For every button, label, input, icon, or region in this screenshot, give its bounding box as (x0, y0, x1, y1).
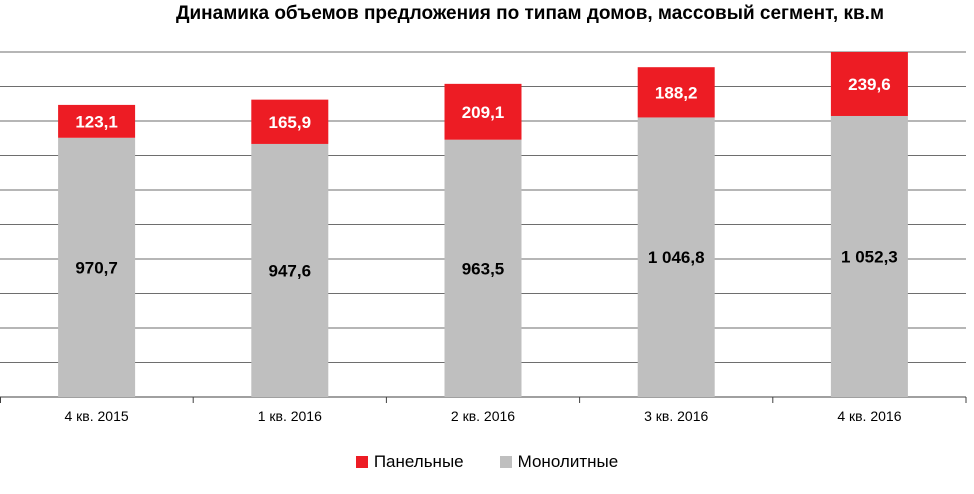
data-label-panel: 209,1 (462, 103, 505, 122)
data-label-monolith: 963,5 (462, 259, 505, 278)
bar-segment-panel (444, 83, 522, 140)
x-tick-label: 1 кв. 2016 (258, 408, 322, 424)
x-tick-label: 3 кв. 2016 (644, 408, 708, 424)
bar-segment-panel (830, 52, 908, 116)
data-label-monolith: 947,6 (269, 261, 312, 280)
x-tick-label: 4 кв. 2016 (837, 408, 901, 424)
legend-item-panel: Панельные (355, 452, 464, 472)
bar-segment-panel (58, 104, 136, 138)
legend-swatch-monolith (499, 456, 512, 468)
legend-label-panel: Панельные (373, 452, 464, 471)
bar-segment-monolith (444, 139, 522, 398)
data-label-panel: 239,6 (848, 75, 891, 94)
data-label-panel: 188,2 (655, 83, 698, 102)
x-tick-label: 2 кв. 2016 (451, 408, 515, 424)
bar-segment-panel (251, 99, 329, 144)
legend-label-monolith: Монолитные (517, 452, 619, 471)
bar-segment-monolith (637, 117, 715, 397)
bar-labels: 970,7 123,1 947,6 165,9 963,5 209,1 1 046,8 188… (75, 75, 897, 280)
data-label-monolith: 970,7 (75, 258, 118, 277)
bar-segment-monolith (58, 137, 136, 397)
legend: Панельные Монолитные (0, 452, 974, 472)
bar-segment-monolith (251, 143, 329, 397)
chart-title: Динамика объемов предложения по типам до… (175, 3, 885, 24)
legend-item-monolith: Монолитные (499, 452, 619, 472)
data-label-panel: 165,9 (269, 113, 312, 132)
data-label-monolith: 1 046,8 (648, 248, 705, 267)
x-tick-label: 4 кв. 2015 (65, 408, 129, 424)
legend-swatch-panel (355, 456, 368, 468)
bar-segment-monolith (830, 115, 908, 397)
bars (58, 52, 908, 398)
x-axis: 4 кв. 2015 1 кв. 2016 2 кв. 2016 3 кв. 2016… (0, 397, 967, 424)
data-label-monolith: 1 052,3 (841, 247, 898, 266)
bar-segment-panel (637, 67, 715, 118)
data-label-panel: 123,1 (75, 112, 118, 131)
